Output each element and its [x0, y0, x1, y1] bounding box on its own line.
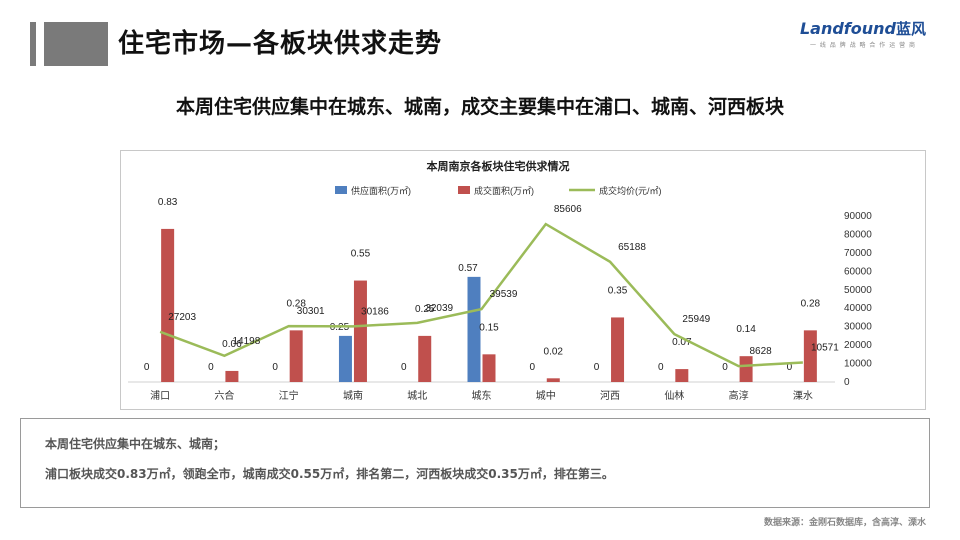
- supply-demand-chart: 本周南京各板块住宅供求情况供应面积(万㎡)成交面积(万㎡)成交均价(元/㎡)00…: [128, 159, 872, 402]
- legend-swatch-1: [458, 186, 470, 194]
- supply-bar: [338, 335, 352, 382]
- y-right-tick: 0: [844, 377, 850, 388]
- summary-line-2: 浦口板块成交0.83万㎡，领跑全市，城南成交0.55万㎡，排名第二，河西板块成交…: [45, 467, 614, 481]
- price-label: 14198: [233, 336, 261, 347]
- brand-logo: Landfound蓝风 一 线 品 牌 战 略 合 作 运 营 商: [800, 18, 926, 49]
- deal-label: 0.28: [801, 298, 821, 309]
- y-right-tick: 10000: [844, 359, 872, 370]
- deal-bar: [611, 317, 625, 382]
- slide-subtitle: 本周住宅供应集中在城东、城南，成交主要集中在浦口、城南、河西板块: [175, 96, 784, 118]
- deal-label: 0.02: [544, 346, 564, 357]
- y-right-tick: 80000: [844, 229, 872, 240]
- deal-label: 0.06: [222, 339, 242, 350]
- chart-title: 本周南京各板块住宅供求情况: [427, 159, 570, 173]
- deal-bar: [353, 280, 367, 382]
- x-tick-label: 高淳: [729, 389, 749, 402]
- price-label: 85606: [554, 204, 582, 215]
- logo-chinese: 蓝风: [895, 20, 926, 38]
- price-label: 25949: [682, 314, 710, 325]
- supply-label: 0: [144, 362, 150, 373]
- logo-word: Landfound: [799, 19, 896, 38]
- price-label: 27203: [168, 312, 196, 323]
- supply-label: 0: [594, 362, 600, 373]
- x-tick-label: 浦口: [150, 389, 170, 402]
- deal-bar: [225, 370, 239, 382]
- price-label: 39539: [490, 289, 518, 300]
- deal-bar: [675, 369, 689, 382]
- x-tick-label: 江宁: [279, 389, 299, 402]
- price-label: 8628: [749, 346, 772, 357]
- price-label: 30186: [361, 306, 389, 317]
- title-decor-bar: [30, 22, 108, 66]
- supply-label: 0: [208, 362, 214, 373]
- supply-label: 0: [722, 362, 728, 373]
- x-tick-label: 河西: [600, 390, 620, 402]
- legend-label-0: 供应面积(万㎡): [351, 185, 411, 196]
- x-tick-label: 仙林: [664, 389, 684, 402]
- deal-label: 0.07: [672, 337, 692, 348]
- deal-label: 0.28: [286, 298, 306, 309]
- supply-label: 0.57: [458, 263, 478, 274]
- deal-label: 0.14: [736, 324, 756, 335]
- supply-label: 0: [658, 362, 664, 373]
- x-tick-label: 溧水: [793, 389, 813, 402]
- logo-tagline: 一 线 品 牌 战 略 合 作 运 营 商: [809, 42, 917, 49]
- deal-label: 0.83: [158, 197, 178, 208]
- y-right-tick: 40000: [844, 303, 872, 314]
- deal-bar: [739, 356, 753, 382]
- y-right-tick: 60000: [844, 266, 872, 277]
- x-tick-label: 城南: [343, 389, 363, 402]
- supply-bar: [467, 276, 481, 382]
- y-right-tick: 50000: [844, 285, 872, 296]
- y-right-tick: 30000: [844, 322, 872, 333]
- y-right-tick: 70000: [844, 248, 872, 259]
- price-label: 32039: [425, 303, 453, 314]
- page-title: 住宅市场—各板块供求走势: [118, 29, 443, 59]
- price-line: [159, 222, 803, 368]
- y-right-tick: 90000: [844, 211, 872, 222]
- chart-frame: [120, 150, 926, 410]
- summary-box: 本周住宅供应集中在城东、城南； 浦口板块成交0.83万㎡，领跑全市，城南成交0.…: [20, 418, 930, 508]
- price-label: 10571: [811, 343, 839, 354]
- deal-bar: [546, 378, 560, 382]
- deal-bar: [482, 354, 496, 382]
- y-right-tick: 20000: [844, 340, 872, 351]
- deal-bar: [161, 228, 175, 382]
- legend-swatch-0: [335, 186, 347, 194]
- supply-label: 0: [401, 362, 407, 373]
- legend-label-1: 成交面积(万㎡): [474, 185, 534, 196]
- x-tick-label: 六合: [214, 389, 234, 402]
- data-source: 数据来源：金刚石数据库，含高淳、溧水: [763, 518, 926, 528]
- deal-label: 0.25: [415, 304, 435, 315]
- x-tick-label: 城北: [407, 390, 427, 402]
- deal-bar: [289, 330, 303, 382]
- deal-bar: [418, 335, 432, 382]
- x-tick-label: 城东: [472, 389, 492, 402]
- supply-label: 0: [272, 362, 278, 373]
- legend-label-2: 成交均价(元/㎡): [599, 185, 662, 196]
- x-tick-label: 城中: [536, 389, 556, 402]
- deal-label: 0.55: [351, 249, 371, 260]
- price-label: 65188: [618, 242, 646, 253]
- deal-label: 0.15: [479, 322, 499, 333]
- deal-bar: [803, 330, 817, 382]
- deal-label: 0.35: [608, 285, 628, 296]
- price-label: 30301: [297, 306, 325, 317]
- supply-label: 0: [787, 362, 793, 373]
- supply-label: 0: [529, 362, 535, 373]
- summary-line-1: 本周住宅供应集中在城东、城南；: [45, 437, 226, 451]
